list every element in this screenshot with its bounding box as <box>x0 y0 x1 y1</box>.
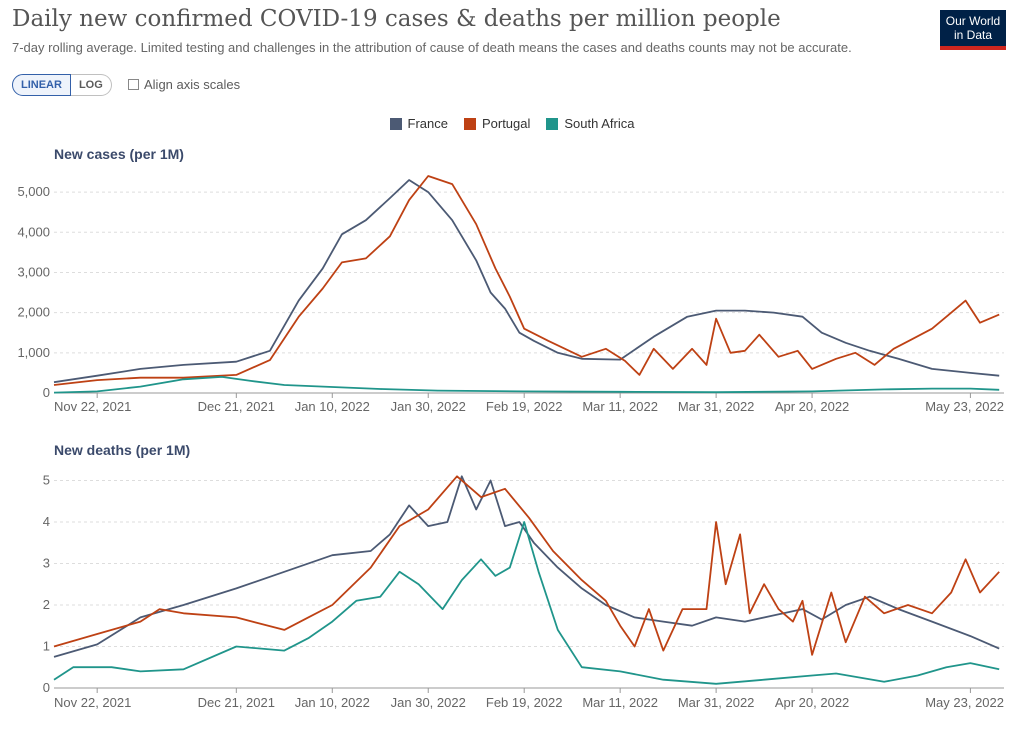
scale-toggle: LINEAR LOG <box>12 74 112 96</box>
chart-subtitle: 7-day rolling average. Limited testing a… <box>12 40 852 55</box>
deaths-series-france <box>53 475 1000 658</box>
cases-y-tick-label: 4,000 <box>17 224 50 239</box>
deaths-y-tick-label: 0 <box>43 680 50 695</box>
logo-line2: in Data <box>953 28 993 42</box>
deaths-y-tick-label: 2 <box>43 597 50 612</box>
owid-logo[interactable]: Our World in Data <box>940 10 1006 50</box>
deaths-series-portugal <box>53 475 1000 656</box>
cases-y-tick-label: 2,000 <box>17 305 50 320</box>
deaths-y-tick-label: 4 <box>43 514 50 529</box>
legend-label-south-africa: South Africa <box>564 116 635 131</box>
cases-y-tick-label: 1,000 <box>17 345 50 360</box>
cases-y-tick-label: 5,000 <box>17 184 50 199</box>
cases-series-portugal <box>53 175 1000 386</box>
cases-panel-title: New cases (per 1M) <box>54 146 184 162</box>
legend-label-portugal: Portugal <box>481 116 531 131</box>
align-checkbox[interactable] <box>128 79 139 90</box>
cases-y-tick-label: 3,000 <box>17 264 50 279</box>
deaths-panel-title: New deaths (per 1M) <box>54 442 191 458</box>
deaths-x-tick-label: Mar 11, 2022 <box>582 695 658 710</box>
legend-swatch-south-africa <box>546 117 559 130</box>
legend: France Portugal South Africa <box>0 116 1024 131</box>
cases-x-tick-label: Mar 31, 2022 <box>678 399 755 414</box>
cases-x-tick-label: Apr 20, 2022 <box>775 399 849 414</box>
deaths-y-tick-label: 5 <box>43 472 50 487</box>
deaths-x-tick-label: Nov 22, 2021 <box>54 695 131 710</box>
deaths-x-tick-label: Apr 20, 2022 <box>775 695 849 710</box>
deaths-series-south-africa <box>53 521 1000 685</box>
legend-swatch-portugal <box>463 117 476 130</box>
cases-x-tick-label: Dec 21, 2021 <box>198 399 275 414</box>
deaths-y-tick-label: 3 <box>43 555 50 570</box>
chart-title: Daily new confirmed COVID-19 cases & dea… <box>12 6 781 32</box>
cases-x-tick-label: Jan 10, 2022 <box>295 399 370 414</box>
align-axis-toggle[interactable]: Align axis scales <box>128 77 240 92</box>
cases-x-tick-label: Mar 11, 2022 <box>582 399 658 414</box>
cases-x-tick-label: Jan 30, 2022 <box>391 399 466 414</box>
cases-x-tick-label: Feb 19, 2022 <box>486 399 563 414</box>
linear-scale-button[interactable]: LINEAR <box>12 74 71 96</box>
legend-item-south-africa[interactable]: South Africa <box>546 116 635 131</box>
cases-y-tick-label: 0 <box>43 385 50 400</box>
log-scale-button[interactable]: LOG <box>70 74 112 96</box>
align-label: Align axis scales <box>144 77 241 92</box>
legend-item-portugal[interactable]: Portugal <box>463 116 531 131</box>
deaths-x-tick-label: Feb 19, 2022 <box>486 695 563 710</box>
cases-series-france <box>53 179 1000 384</box>
legend-label-france: France <box>407 116 448 131</box>
logo-line1: Our World <box>945 14 1001 28</box>
deaths-x-tick-label: Mar 31, 2022 <box>678 695 755 710</box>
deaths-x-tick-label: Jan 10, 2022 <box>295 695 370 710</box>
cases-x-tick-label: Nov 22, 2021 <box>54 399 131 414</box>
deaths-x-tick-label: Jan 30, 2022 <box>391 695 466 710</box>
deaths-x-tick-label: May 23, 2022 <box>925 695 1004 710</box>
deaths-x-tick-label: Dec 21, 2021 <box>198 695 275 710</box>
deaths-y-tick-label: 1 <box>43 638 50 653</box>
legend-swatch-france <box>389 117 402 130</box>
cases-x-tick-label: May 23, 2022 <box>925 399 1004 414</box>
legend-item-france[interactable]: France <box>389 116 448 131</box>
cases-series-south-africa <box>53 375 1000 394</box>
